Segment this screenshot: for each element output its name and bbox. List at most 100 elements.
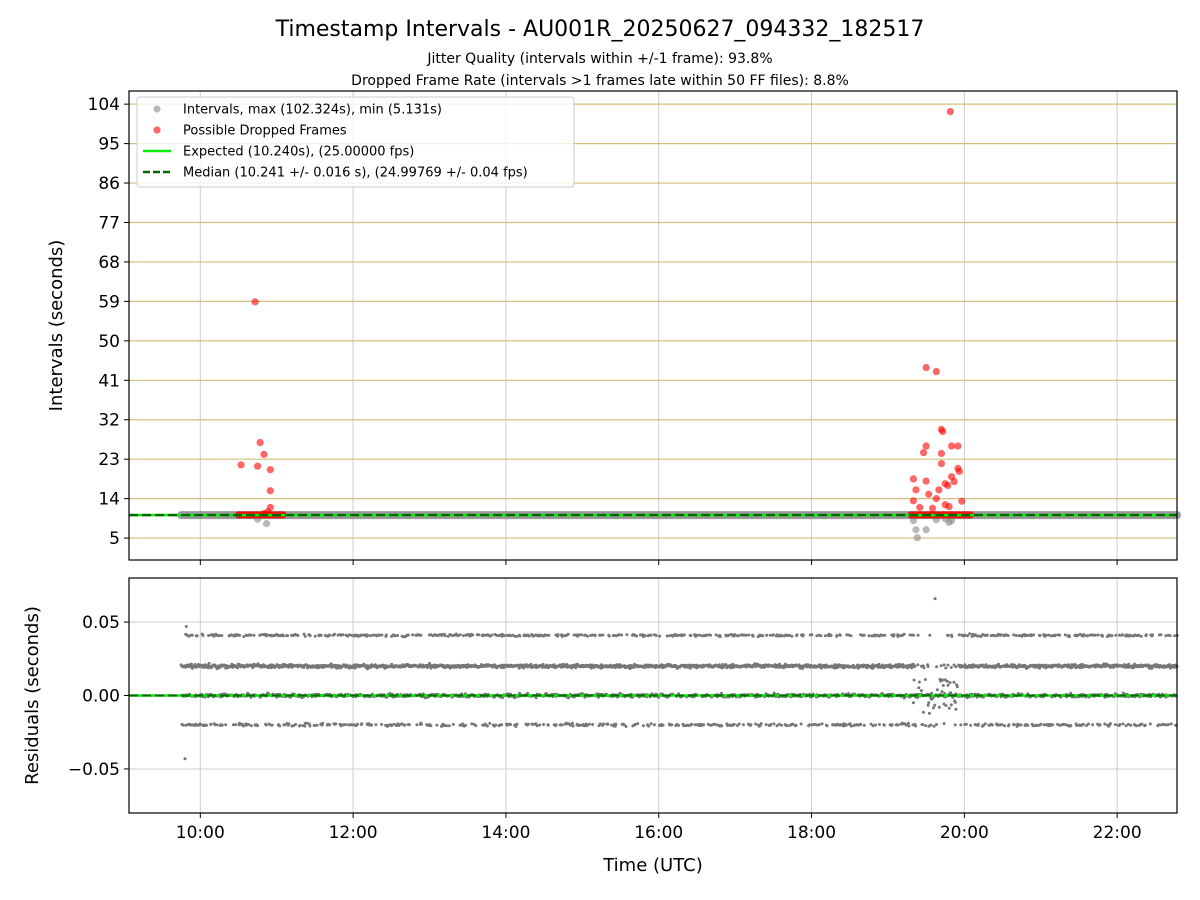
residual-point (1096, 633, 1100, 637)
intervals-x-ticks (199, 560, 1118, 565)
residual-point (921, 710, 925, 714)
residual-point (892, 633, 896, 637)
residual-point (218, 634, 221, 637)
dropped-frame-point (260, 450, 268, 458)
residual-point (935, 665, 939, 669)
residual-point (1026, 723, 1030, 727)
residual-point (801, 633, 805, 637)
residual-point (939, 664, 943, 668)
residual-point (957, 633, 961, 637)
residual-point (585, 724, 589, 727)
residual-point (1051, 723, 1055, 727)
residual-point (1164, 634, 1168, 638)
residual-point (919, 689, 923, 693)
residual-point (761, 634, 765, 638)
residual-point (315, 723, 319, 727)
residual-point (249, 633, 253, 637)
residual-point (561, 634, 565, 638)
dropped-frame-point (237, 461, 245, 469)
legend-marker (153, 105, 161, 113)
residual-point (572, 633, 576, 637)
residual-point (556, 633, 560, 637)
residual-point (1101, 634, 1104, 638)
residual-point (765, 633, 769, 637)
residual-point (451, 722, 455, 726)
residual-point (490, 633, 494, 637)
residual-point (341, 633, 345, 637)
residual-point (785, 724, 789, 728)
dropped-frame-point (935, 486, 943, 494)
residual-point (366, 634, 370, 638)
residual-point (974, 723, 978, 727)
legend-box (136, 96, 575, 188)
dropped-frame-point (922, 442, 930, 450)
residual-point (1110, 634, 1114, 638)
residual-point (937, 705, 941, 709)
residual-point (256, 724, 260, 728)
residual-point (1126, 722, 1130, 726)
residual-point (195, 634, 199, 638)
residual-point (247, 723, 251, 727)
residual-point (780, 723, 783, 727)
residual-point (652, 723, 656, 727)
residual-point (313, 723, 317, 727)
residual-point (207, 661, 211, 665)
y-tick-label: 104 (88, 95, 120, 115)
residual-point (390, 724, 394, 728)
residual-point (620, 633, 624, 637)
intervals-y-axis-label: Intervals (seconds) (46, 240, 67, 412)
residual-point (566, 632, 570, 636)
residual-point (636, 722, 640, 726)
residual-point (419, 633, 423, 637)
residual-point (949, 666, 953, 669)
legend: Intervals, max (102.324s), min (5.131s) P… (136, 96, 575, 188)
dropped-frame-point (909, 475, 918, 483)
residual-point (777, 722, 781, 726)
residual-point (308, 724, 312, 728)
residual-point (913, 664, 917, 668)
residual-point (287, 722, 291, 726)
residual-point (1159, 633, 1163, 637)
residual-point (296, 633, 300, 637)
residual-point (205, 723, 209, 727)
residual-point (749, 723, 753, 727)
residual-point (985, 633, 989, 637)
residual-point (759, 722, 763, 726)
residual-point (772, 722, 776, 726)
residual-point (654, 634, 658, 637)
residual-point (1108, 722, 1112, 726)
residual-point (969, 723, 973, 727)
residual-point (1063, 633, 1067, 637)
residual-point (333, 632, 337, 636)
residual-point (238, 633, 242, 637)
residual-point (1082, 633, 1086, 637)
dropped-frame-point (909, 497, 918, 505)
residual-point (1091, 633, 1095, 637)
chart-subtitle-dropped: Dropped Frame Rate (intervals >1 frames … (351, 73, 849, 89)
residual-point (587, 722, 591, 726)
residual-point (392, 722, 396, 726)
dropped-frame-point (266, 466, 274, 474)
residual-point (535, 724, 539, 728)
residual-point (742, 633, 746, 637)
residual-point (515, 722, 519, 726)
y-tick-label: 68 (98, 253, 120, 273)
residual-point (1129, 634, 1132, 638)
residual-point (477, 633, 481, 637)
residual-point (1087, 722, 1090, 726)
residual-point (518, 634, 522, 638)
dropped-frame-point (928, 504, 937, 512)
residual-point (1032, 633, 1036, 637)
dropped-frame-point (254, 462, 262, 470)
legend-label: Possible Dropped Frames (183, 124, 347, 139)
residual-point (1058, 633, 1062, 637)
residuals-x-ticks: 10:00 12:00 14:00 16:00 18:00 20:00 22:00 (176, 813, 1142, 843)
residual-point (344, 723, 348, 727)
residual-point (983, 722, 987, 726)
residual-point (976, 722, 980, 726)
residual-point (820, 722, 824, 726)
residual-point (878, 723, 881, 726)
residual-point (547, 633, 551, 637)
residual-point (713, 722, 717, 726)
residual-point (912, 633, 915, 637)
